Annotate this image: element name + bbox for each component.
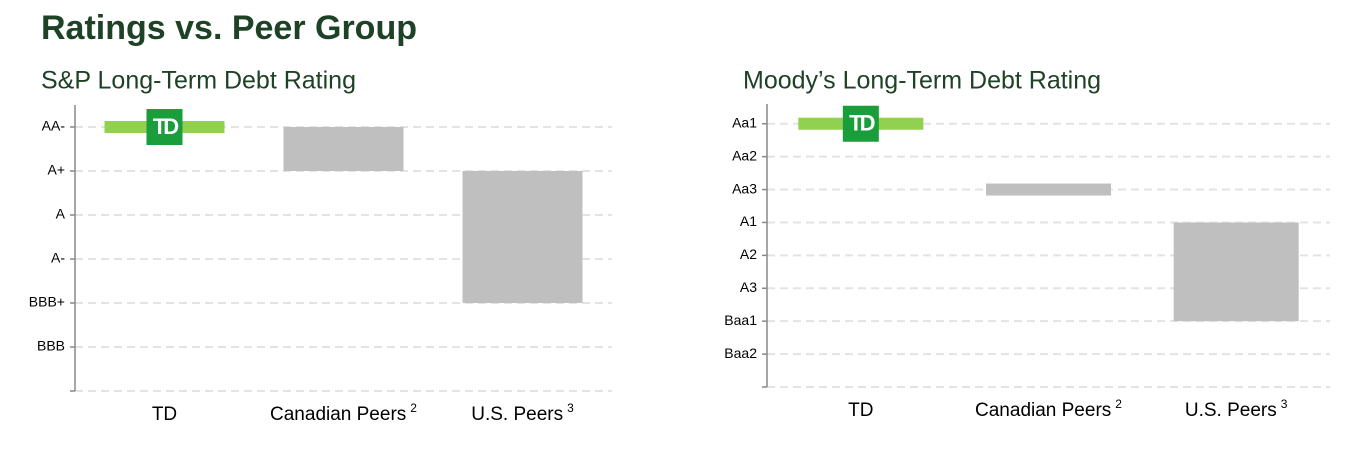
category-name: TD — [152, 404, 177, 425]
chart-title: Moody’s Long-Term Debt Rating — [743, 67, 1101, 95]
y-tick-label: A1 — [740, 213, 757, 229]
category-name: Canadian Peers — [975, 400, 1111, 421]
y-tick-label: Aa2 — [732, 147, 757, 163]
td-logo-text: TD — [153, 114, 178, 139]
x-tick-label: U.S. Peers 3 — [1185, 397, 1288, 421]
y-tick-label: A2 — [740, 246, 757, 262]
td-logo — [842, 105, 879, 142]
y-tick-label: Aa3 — [732, 180, 757, 196]
x-tick-label: TD — [152, 404, 177, 425]
y-tick-label: Baa1 — [724, 312, 757, 328]
category-name: Canadian Peers — [270, 404, 406, 425]
x-tick-label: TD — [848, 400, 873, 421]
footnote-marker: 3 — [1281, 397, 1288, 411]
category-name: U.S. Peers — [1185, 400, 1277, 421]
range-bar — [1173, 222, 1299, 322]
y-tick-label: BBB+ — [29, 294, 65, 310]
td-logo-text: TD — [849, 111, 874, 136]
y-tick-label: Baa2 — [724, 345, 757, 361]
range-bar — [986, 183, 1111, 196]
x-tick-label: U.S. Peers 3 — [471, 401, 574, 425]
category-name: TD — [848, 400, 873, 421]
footnote-marker: 3 — [567, 401, 574, 415]
chart-title: S&P Long-Term Debt Rating — [41, 67, 356, 95]
y-tick-label: BBB — [37, 338, 65, 354]
y-tick-label: A+ — [47, 162, 65, 178]
y-tick-label: Aa1 — [732, 114, 757, 130]
x-tick-label: Canadian Peers 2 — [975, 397, 1122, 421]
footnote-marker: 2 — [410, 401, 417, 415]
footnote-marker: 2 — [1115, 397, 1122, 411]
range-bar — [462, 171, 583, 303]
y-tick-label: A — [56, 206, 66, 222]
page-title: Ratings vs. Peer Group — [41, 9, 417, 47]
td-logo — [146, 109, 183, 145]
y-tick-label: AA- — [42, 118, 66, 134]
range-bar — [283, 127, 404, 171]
y-tick-label: A- — [51, 250, 65, 266]
category-name: U.S. Peers — [471, 404, 563, 425]
y-tick-label: A3 — [740, 279, 757, 295]
x-tick-label: Canadian Peers 2 — [270, 401, 417, 425]
